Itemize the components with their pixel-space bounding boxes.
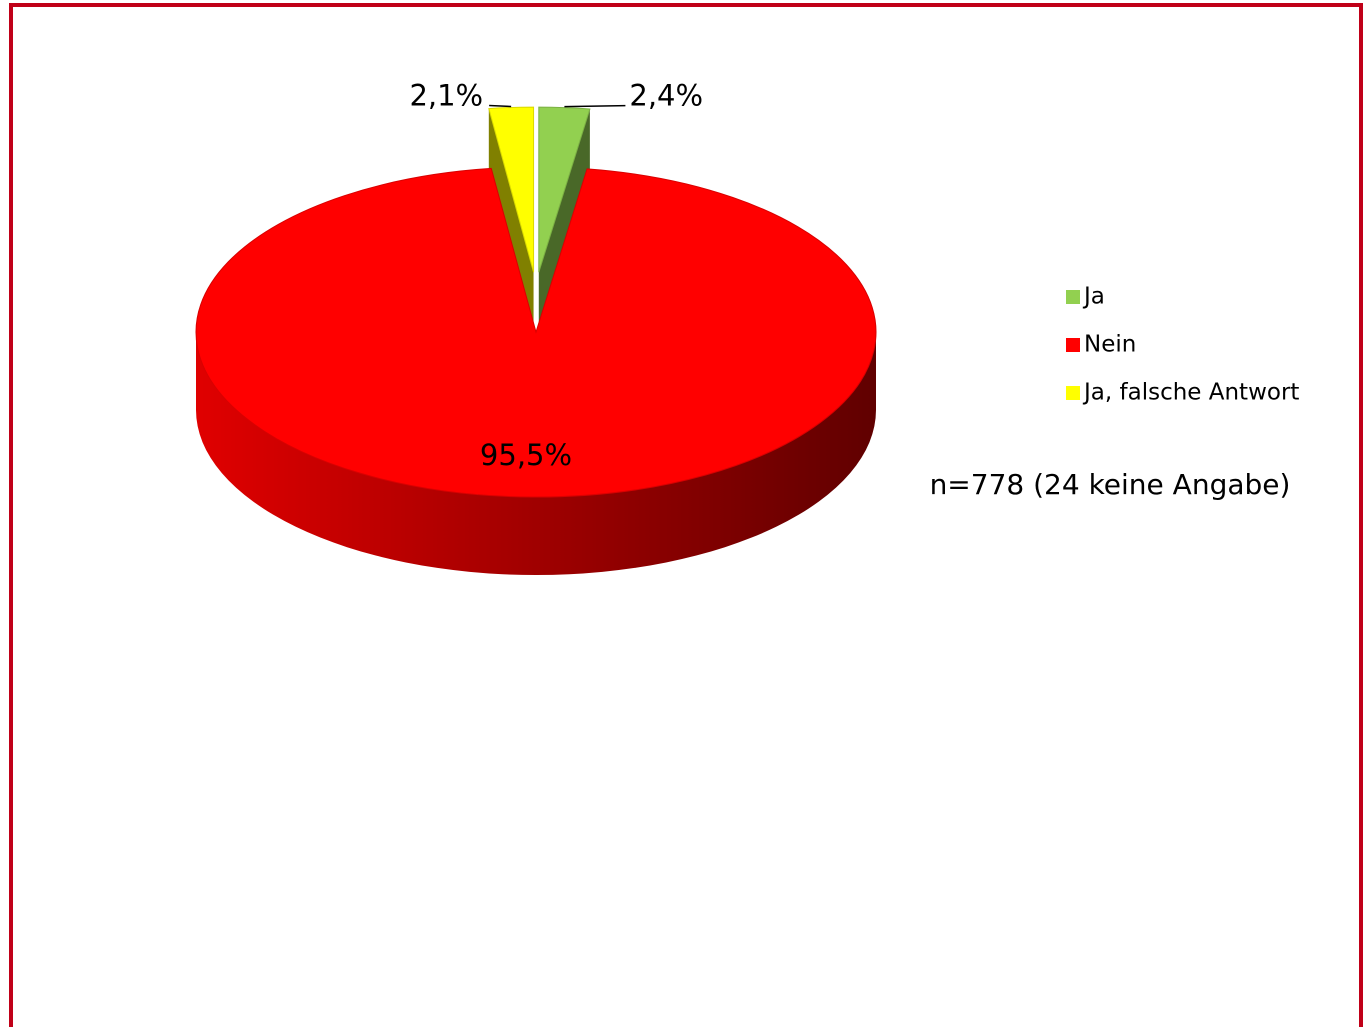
annotation: n=778 (24 keine Angabe) bbox=[930, 468, 1291, 501]
slice bbox=[538, 106, 591, 273]
leader-line bbox=[489, 104, 512, 108]
data-label: 2,1% bbox=[409, 78, 483, 112]
leader-line bbox=[564, 104, 626, 108]
legend-label: Ja, falsche Antwort bbox=[1082, 380, 1299, 406]
legend-swatch bbox=[1066, 338, 1080, 352]
data-label: 2,4% bbox=[629, 79, 703, 113]
slice bbox=[195, 167, 877, 498]
data-label: 95,5% bbox=[480, 438, 572, 472]
slice-side bbox=[196, 332, 876, 575]
pie: 2,4% 95,5% 2,1% bbox=[195, 78, 877, 575]
legend-swatch bbox=[1066, 386, 1080, 400]
legend-label: Ja bbox=[1082, 284, 1105, 310]
legend-label: Nein bbox=[1084, 332, 1136, 358]
legend-swatch bbox=[1066, 290, 1080, 304]
slice bbox=[488, 106, 535, 273]
chart-border bbox=[9, 3, 1363, 1027]
legend: Ja Nein Ja, falsche Antwort bbox=[1066, 284, 1299, 406]
